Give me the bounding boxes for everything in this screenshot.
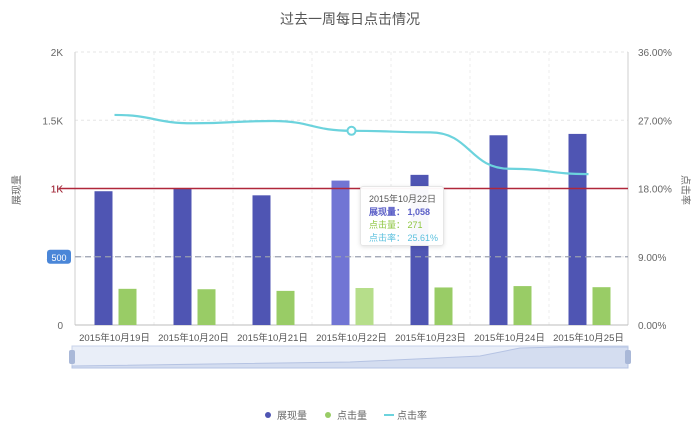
y-left-tick-label: 2K <box>51 48 64 59</box>
bar-clicks <box>513 286 532 325</box>
markline-dashed-label: 500 <box>51 253 66 263</box>
x-tick-label: 2015年10月22日 <box>316 332 387 344</box>
y-right-tick-label: 0.00% <box>638 321 666 332</box>
markline-dashed-badge <box>47 249 71 264</box>
datazoom-preview <box>71 346 629 369</box>
bar-impressions <box>489 135 508 325</box>
datazoom-handle-left <box>69 350 75 364</box>
y-right-tick-label: 9.00% <box>638 253 666 264</box>
tooltip-clicks: 点击量： 271 <box>369 220 423 230</box>
y-left-axis-title: 展现量 <box>11 175 23 205</box>
x-tick-label: 2015年10月20日 <box>158 332 229 344</box>
legend-label: 点击量 <box>337 410 367 422</box>
legend-marker <box>265 412 271 418</box>
bar-clicks <box>355 288 374 325</box>
bar-clicks <box>434 287 453 325</box>
tooltip-ctr: 点击率： 25.61% <box>369 233 439 243</box>
bar-impressions <box>173 188 192 325</box>
y-right-tick-label: 27.00% <box>638 116 672 127</box>
line-point-highlight <box>346 125 357 136</box>
bar-impressions <box>94 191 113 325</box>
x-tick-label: 2015年10月24日 <box>474 332 545 344</box>
chart-tooltip: 2015年10月22日 展现量： 1,058 点击量： 271 点击率： 25.… <box>360 186 444 246</box>
y-left-tick-label: 0 <box>57 321 63 332</box>
bar-clicks <box>197 289 216 325</box>
y-right-tick-label: 18.00% <box>638 185 672 196</box>
legend-marker <box>325 412 331 418</box>
legend-label: 展现量 <box>277 410 307 422</box>
bar-impressions <box>568 133 587 325</box>
bar-clicks <box>276 290 295 325</box>
bar-impressions <box>252 195 271 325</box>
y-left-tick-label: 1K <box>51 185 64 196</box>
x-tick-label: 2015年10月21日 <box>237 332 308 344</box>
y-left-tick-label: 1.5K <box>42 116 63 127</box>
markline-solid-label: 1K <box>51 185 64 196</box>
x-tick-label: 2015年10月19日 <box>79 332 150 344</box>
bar-clicks <box>118 288 137 325</box>
tooltip-date: 2015年10月22日 <box>369 194 437 204</box>
x-tick-label: 2015年10月23日 <box>395 332 466 344</box>
line-ctr <box>114 113 589 176</box>
datazoom-handle-right <box>625 350 631 364</box>
chart-title: 过去一周每日点击情况 <box>280 11 420 27</box>
bar-clicks <box>592 287 611 325</box>
y-right-axis-title: 点击率 <box>679 175 692 205</box>
x-tick-label: 2015年10月25日 <box>553 332 624 344</box>
bar-impressions <box>331 180 350 325</box>
legend-label: 点击率 <box>397 409 427 422</box>
y-right-tick-label: 36.00% <box>638 48 672 59</box>
tooltip-impressions: 展现量： 1,058 <box>369 207 431 217</box>
